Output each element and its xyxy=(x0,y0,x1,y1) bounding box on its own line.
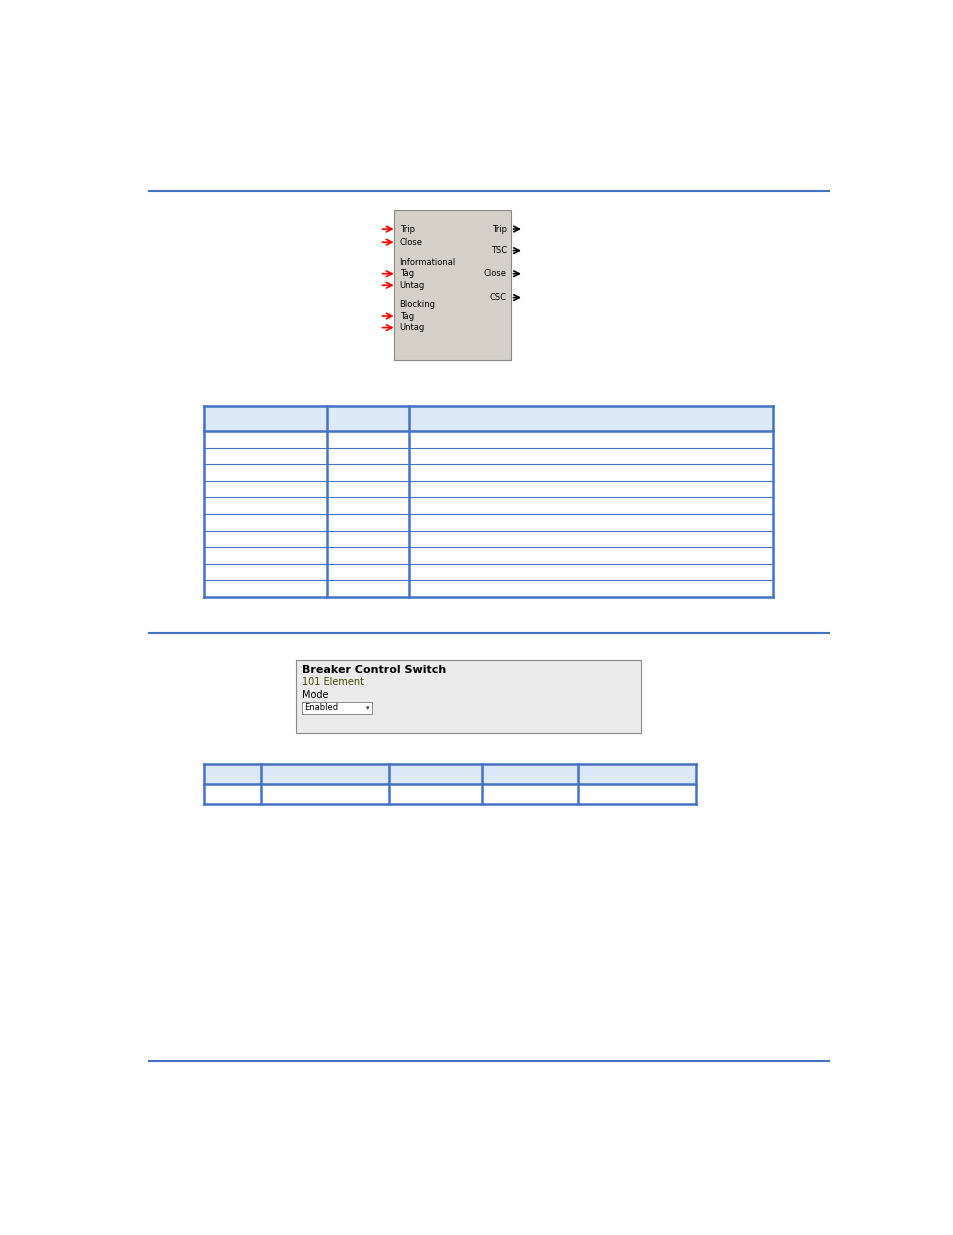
Text: Untag: Untag xyxy=(399,324,424,332)
Text: Untag: Untag xyxy=(399,280,424,290)
Text: Close: Close xyxy=(483,269,506,278)
Text: Informational: Informational xyxy=(399,258,456,267)
Text: Close: Close xyxy=(399,237,422,247)
Text: 101 Element: 101 Element xyxy=(302,677,364,687)
Bar xyxy=(204,764,695,784)
Bar xyxy=(204,406,773,431)
Text: TSC: TSC xyxy=(490,246,506,256)
Bar xyxy=(394,210,510,359)
Text: Tag: Tag xyxy=(399,269,414,278)
Text: Tag: Tag xyxy=(399,311,414,321)
Text: Blocking: Blocking xyxy=(399,300,436,309)
Bar xyxy=(302,701,372,714)
Text: Enabled: Enabled xyxy=(304,704,338,713)
Bar xyxy=(295,661,640,734)
Text: Mode: Mode xyxy=(302,689,328,699)
Text: Breaker Control Switch: Breaker Control Switch xyxy=(302,664,446,674)
Text: Trip: Trip xyxy=(492,225,506,233)
Text: ▾: ▾ xyxy=(366,705,369,711)
Text: Trip: Trip xyxy=(399,225,415,233)
Text: CSC: CSC xyxy=(490,293,506,303)
